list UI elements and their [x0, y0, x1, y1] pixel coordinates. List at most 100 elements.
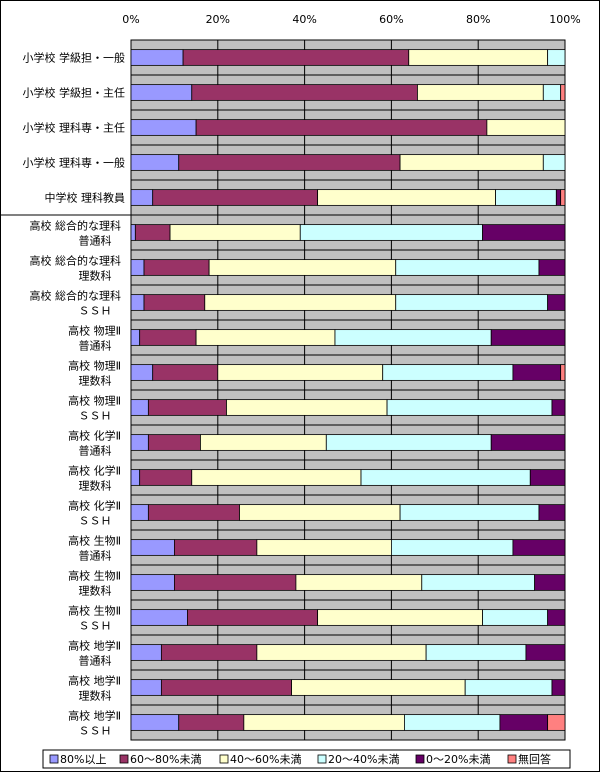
bar-segment	[560, 189, 566, 206]
bar-segment	[395, 259, 540, 276]
bar-segment	[360, 469, 531, 486]
category-label: 高校 化学Ⅱ	[68, 464, 121, 478]
bar-segment	[512, 364, 562, 381]
bar-segment	[421, 574, 536, 591]
bar-segment	[547, 714, 566, 731]
bar-segment	[395, 294, 549, 311]
bar-segment	[399, 154, 544, 171]
category-label: 高校 総合的な理科	[30, 289, 122, 303]
category-sublabel: 普通科	[79, 234, 112, 248]
category-sublabel: 理数科	[79, 584, 112, 598]
category-sublabel: ＳＳＨ	[79, 305, 112, 318]
bar-segment	[130, 119, 197, 136]
bar-segment	[169, 224, 301, 241]
bar-segment	[390, 539, 514, 556]
bar-segment	[130, 84, 193, 101]
x-tick-label: 100%	[549, 13, 580, 26]
category-sublabel: ＳＳＨ	[79, 515, 112, 528]
bar-segment	[334, 329, 492, 346]
category-label: 高校 化学Ⅱ	[68, 499, 121, 513]
category-label: 小学校 理科専・一般	[23, 156, 126, 170]
bar-segment	[291, 679, 466, 696]
bar-segment	[534, 574, 566, 591]
bar-segment	[160, 644, 258, 661]
bar-segment	[560, 364, 566, 381]
bar-segment	[529, 469, 566, 486]
bar-segment	[130, 154, 180, 171]
bar-segment	[152, 364, 219, 381]
bar-segment	[178, 154, 401, 171]
bar-segment	[547, 294, 566, 311]
bar-segment	[538, 259, 566, 276]
bar-segment	[417, 84, 544, 101]
legend-box	[42, 749, 571, 769]
category-sublabel: 理数科	[79, 479, 112, 493]
x-tick-label: 80%	[466, 13, 490, 26]
legend-label: 0～20%未満	[426, 753, 490, 766]
bar-segment	[143, 259, 210, 276]
bar-segment	[490, 434, 566, 451]
legend-swatch	[317, 754, 327, 764]
category-sublabel: ＳＳＨ	[79, 620, 112, 633]
bar-segment	[317, 189, 496, 206]
bar-segment	[130, 294, 145, 311]
bar-segment	[325, 434, 492, 451]
bar-segment	[317, 609, 483, 626]
bar-segment	[195, 119, 488, 136]
category-label: 小学校 学級担・一般	[23, 51, 126, 65]
bar-segment	[130, 609, 188, 626]
bar-segment	[130, 574, 175, 591]
bar-segment	[130, 364, 154, 381]
category-sublabel: 理数科	[79, 374, 112, 388]
bar-segment	[547, 609, 566, 626]
legend-label: 20～40%未満	[328, 753, 399, 766]
bar-segment	[382, 364, 514, 381]
category-sublabel: 理数科	[79, 269, 112, 283]
bar-segment	[547, 49, 566, 66]
bar-segment	[130, 644, 162, 661]
bar-segment	[152, 189, 319, 206]
bar-segment	[482, 609, 549, 626]
legend-swatch	[119, 754, 129, 764]
bar-segment	[130, 259, 145, 276]
bar-segment	[542, 154, 566, 171]
bar-segment	[130, 714, 180, 731]
category-label: 高校 地学Ⅱ	[68, 639, 121, 653]
bar-segment	[399, 504, 540, 521]
bar-segment	[130, 434, 149, 451]
bar-segment	[130, 679, 162, 696]
bar-segment	[226, 399, 388, 416]
legend-label: 80%以上	[60, 753, 106, 766]
legend-swatch	[415, 754, 425, 764]
bar-segment	[425, 644, 527, 661]
bar-segment	[160, 679, 292, 696]
bar-segment	[486, 119, 566, 136]
bar-segment	[143, 294, 206, 311]
bar-segment	[464, 679, 553, 696]
bar-segment	[243, 714, 405, 731]
category-label: 高校 総合的な理科	[30, 254, 122, 268]
bar-segment	[204, 294, 397, 311]
bar-segment	[495, 189, 557, 206]
bar-segment	[386, 399, 553, 416]
category-label: 高校 生物Ⅱ	[68, 604, 121, 618]
category-label: 高校 生物Ⅱ	[68, 534, 121, 548]
category-label: 中学校 理科教員	[45, 191, 126, 205]
bar-segment	[490, 329, 566, 346]
bar-segment	[560, 84, 566, 101]
bar-segment	[191, 469, 362, 486]
category-label: 高校 総合的な理科	[30, 219, 122, 233]
bar-segment	[551, 679, 566, 696]
bar-segment	[551, 399, 566, 416]
category-label: 高校 生物Ⅱ	[68, 569, 121, 583]
category-label: 高校 物理Ⅱ	[68, 394, 121, 408]
legend-label: 無回答	[518, 752, 551, 766]
category-label: 高校 地学Ⅱ	[68, 709, 121, 723]
bar-segment	[195, 329, 336, 346]
x-tick-label: 0%	[122, 13, 139, 26]
bar-segment	[499, 714, 549, 731]
legend-label: 40～60%未満	[230, 753, 301, 766]
bar-segment	[130, 539, 175, 556]
bar-segment	[200, 434, 327, 451]
bar-segment	[134, 224, 171, 241]
